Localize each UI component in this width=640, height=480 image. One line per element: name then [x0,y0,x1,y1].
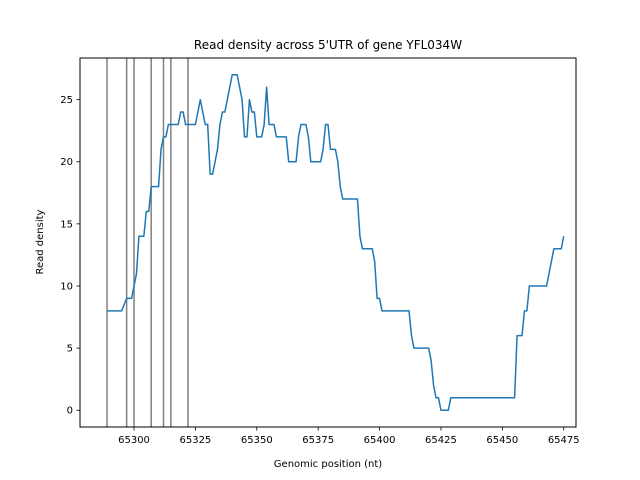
y-axis-ticks: 0 5 10 15 20 25 [60,95,80,417]
y-axis-label: Read density [35,209,46,274]
x-tick-label: 65425 [425,435,457,446]
x-axis-ticks: 65300 65325 65350 65375 65400 65425 65450 65475 [118,427,580,446]
x-tick-label: 65375 [302,435,334,446]
x-tick-label: 65300 [118,435,150,446]
vertical-lines [106,58,189,427]
x-tick-label: 65325 [179,435,211,446]
series-line-0 [107,74,565,411]
y-tick-label: 20 [60,157,73,168]
series-layer [107,74,565,411]
y-tick-label: 15 [60,219,73,230]
x-tick-label: 65350 [241,435,273,446]
x-tick-label: 65450 [486,435,518,446]
y-tick-label: 25 [60,95,73,106]
x-tick-label: 65400 [364,435,396,446]
x-tick-label: 65475 [548,435,580,446]
y-tick-label: 0 [67,406,73,417]
plot-frame [79,57,577,428]
y-tick-label: 10 [60,281,73,292]
x-axis-label: Genomic position (nt) [274,459,383,470]
y-tick-label: 5 [67,344,73,355]
chart-title: Read density across 5'UTR of gene YFL034… [194,38,462,52]
